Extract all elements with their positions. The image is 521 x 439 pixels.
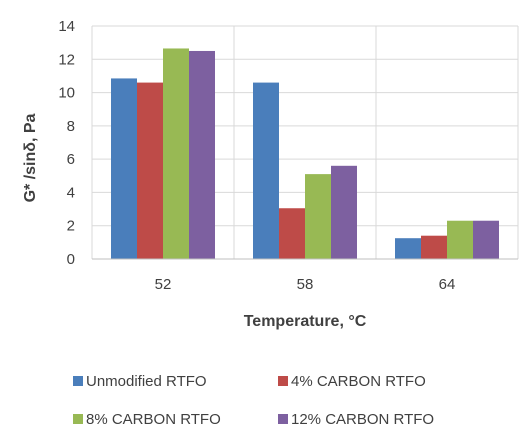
- y-axis-title: G* /sinδ, Pa: [22, 113, 39, 202]
- bar: [395, 238, 421, 259]
- y-tick-label: 10: [58, 85, 75, 102]
- bar: [331, 165, 357, 259]
- y-tick-label: 12: [58, 51, 75, 68]
- bar: [111, 78, 137, 259]
- bar: [473, 220, 499, 259]
- bar: [279, 208, 305, 259]
- bars: [111, 48, 499, 259]
- y-tick-label: 14: [58, 18, 75, 35]
- legend-item: 4% CARBON RTFO: [278, 373, 426, 390]
- bar: [189, 50, 215, 259]
- legend-swatch: [278, 414, 288, 424]
- legend-label: 8% CARBON RTFO: [86, 411, 221, 428]
- y-tick-label: 2: [67, 218, 75, 235]
- y-tick-label: 6: [67, 151, 75, 168]
- bar: [305, 174, 331, 259]
- legend-label: Unmodified RTFO: [86, 373, 207, 390]
- bar: [137, 82, 163, 259]
- bar: [253, 82, 279, 259]
- bar: [421, 235, 447, 259]
- bar: [447, 220, 473, 259]
- legend-item: 12% CARBON RTFO: [278, 411, 434, 428]
- y-tick-label: 0: [67, 251, 75, 268]
- y-tick-label: 4: [67, 184, 75, 201]
- legend-label: 4% CARBON RTFO: [291, 373, 426, 390]
- x-tick-label: 64: [439, 276, 456, 293]
- legend-swatch: [73, 414, 83, 424]
- legend-item: 8% CARBON RTFO: [73, 411, 221, 428]
- y-tick-label: 8: [67, 118, 75, 135]
- x-tick-label: 52: [155, 276, 172, 293]
- y-tick-labels: 0 2 4 6 8 10 12 14: [58, 18, 75, 268]
- x-tick-label: 58: [297, 276, 314, 293]
- legend: Unmodified RTFO 4% CARBON RTFO 8% CARBON R…: [73, 373, 434, 428]
- legend-item: Unmodified RTFO: [73, 373, 207, 390]
- legend-swatch: [73, 376, 83, 386]
- legend-label: 12% CARBON RTFO: [291, 411, 434, 428]
- x-axis-title: Temperature, °C: [244, 313, 367, 330]
- x-tick-labels: 52 58 64: [155, 276, 456, 293]
- legend-swatch: [278, 376, 288, 386]
- bar: [163, 48, 189, 259]
